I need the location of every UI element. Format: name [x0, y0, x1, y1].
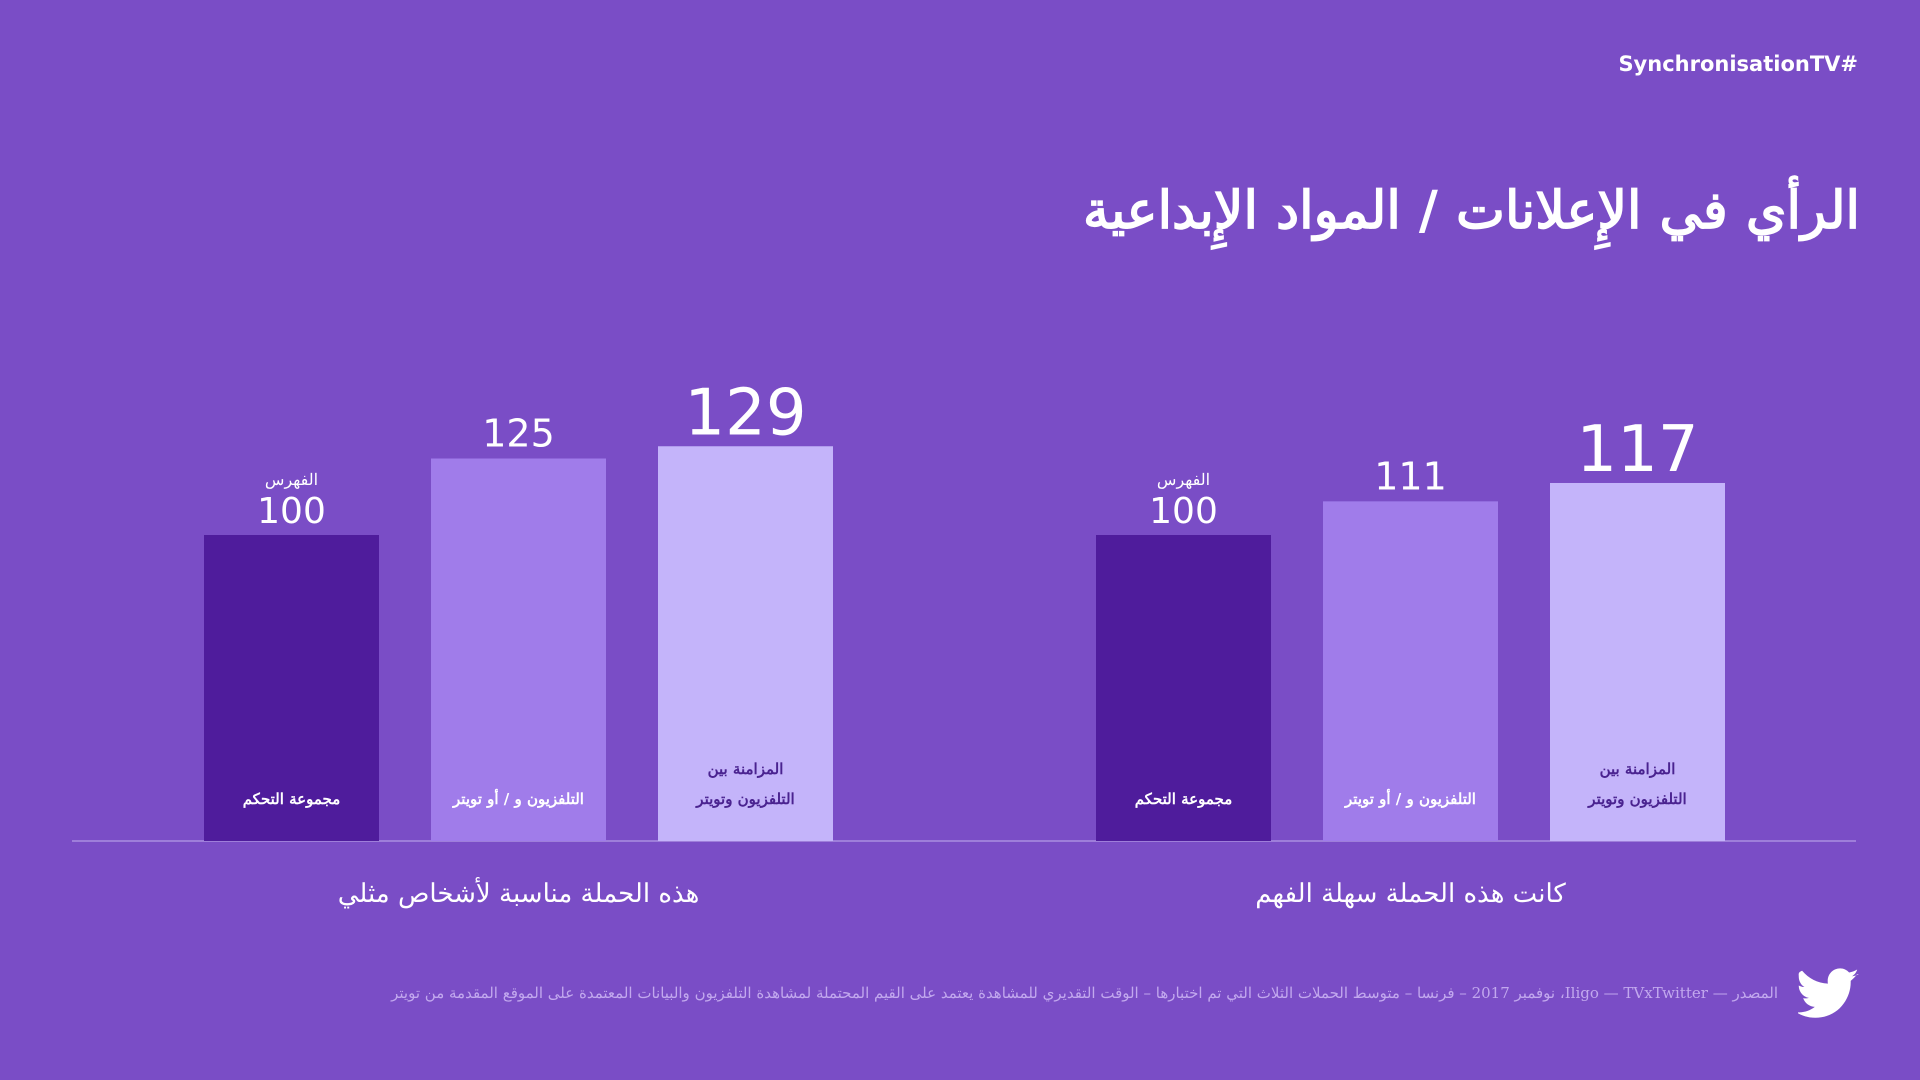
- page-title: الرأي في الإِعلانات / المواد الإِبداعية: [1082, 180, 1860, 241]
- category-label: التلفزيون و / أو تويتر: [1344, 788, 1476, 808]
- category-label: التلفزيون وتويتر: [695, 790, 794, 808]
- footer-source: المصدر — Iligo — TVxTwitter، نوفمبر 2017…: [391, 984, 1778, 1002]
- bar-2-3: [1550, 482, 1725, 841]
- bar-2-1: [1096, 535, 1271, 841]
- category-label: المزامنة بين: [1600, 760, 1676, 778]
- group-xlabel: كانت هذه الحملة سهلة الفهم: [1255, 879, 1566, 909]
- category-label: التلفزيون و / أو تويتر: [452, 788, 584, 808]
- bar-2-2: [1323, 501, 1498, 841]
- value-label: 100: [1149, 491, 1218, 532]
- group-xlabel: هذه الحملة مناسبة لأشخاص مثلي: [338, 876, 700, 909]
- category-label: مجموعة التحكم: [1135, 790, 1233, 808]
- value-label: 125: [482, 412, 555, 456]
- twitter-bird-icon[interactable]: [1798, 968, 1860, 1020]
- value-label: 100: [257, 491, 326, 532]
- index-label: الفهرس: [265, 470, 318, 489]
- index-label: الفهرس: [1157, 470, 1210, 489]
- category-label: مجموعة التحكم: [243, 790, 341, 808]
- category-label: المزامنة بين: [708, 760, 784, 778]
- value-label: 117: [1576, 413, 1698, 487]
- bar-1-3: [658, 446, 833, 841]
- bar-1-1: [204, 535, 379, 841]
- value-label: 129: [684, 376, 806, 450]
- hashtag: SynchronisationTV#: [1618, 52, 1858, 76]
- value-label: 111: [1374, 454, 1447, 498]
- bar-1-2: [431, 458, 606, 841]
- category-label: التلفزيون وتويتر: [1587, 790, 1686, 808]
